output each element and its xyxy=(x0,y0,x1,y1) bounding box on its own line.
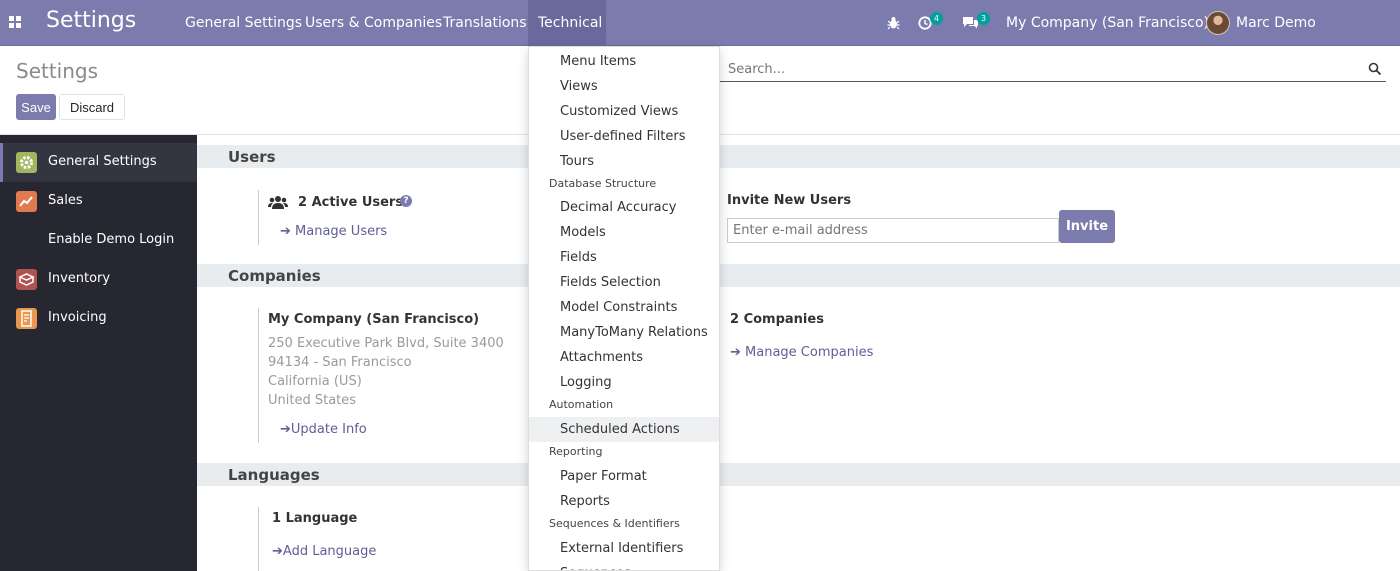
sidebar-item-invoicing[interactable]: Invoicing xyxy=(0,299,197,338)
menu-item-decimal-accuracy[interactable]: Decimal Accuracy xyxy=(560,200,677,215)
technical-dropdown-menu: Menu Items Views Customized Views User-d… xyxy=(528,46,720,571)
menu-general-settings[interactable]: General Settings xyxy=(185,15,303,31)
menu-header-sequences-identifiers: Sequences & Identifiers xyxy=(549,517,680,530)
top-navbar: Settings General Settings Users & Compan… xyxy=(0,0,1400,77)
box-icon xyxy=(16,269,37,290)
section-title: Users xyxy=(228,148,276,166)
activity-clock-icon[interactable] xyxy=(918,16,932,30)
menu-item-models[interactable]: Models xyxy=(560,225,606,240)
update-info-link[interactable]: ➔Update Info xyxy=(280,422,367,437)
menu-item-user-defined-filters[interactable]: User-defined Filters xyxy=(560,129,686,144)
invite-email-input[interactable] xyxy=(727,218,1059,243)
address-line: 94134 - San Francisco xyxy=(268,355,412,370)
menu-item-views[interactable]: Views xyxy=(560,79,598,94)
invite-users-title: Invite New Users xyxy=(727,193,852,208)
sidebar-item-inventory[interactable]: Inventory xyxy=(0,260,197,299)
companies-count: 2 Companies xyxy=(730,312,824,327)
section-title: Languages xyxy=(228,466,320,484)
add-language-link[interactable]: ➔Add Language xyxy=(272,544,377,559)
chart-icon xyxy=(16,191,37,212)
menu-header-database-structure: Database Structure xyxy=(549,177,657,190)
invoice-icon xyxy=(16,308,37,329)
menu-header-automation: Automation xyxy=(549,398,614,411)
menu-item-fields[interactable]: Fields xyxy=(560,250,597,265)
address-line: California (US) xyxy=(268,374,362,389)
menu-item-many2many-relations[interactable]: ManyToMany Relations xyxy=(560,325,708,340)
company-name: My Company (San Francisco) xyxy=(268,312,480,327)
menu-item-model-constraints[interactable]: Model Constraints xyxy=(560,300,678,315)
menu-technical[interactable]: Technical xyxy=(528,0,606,46)
section-companies-header: Companies xyxy=(197,264,1400,287)
search-bar xyxy=(692,58,1386,82)
help-icon[interactable]: ? xyxy=(400,195,412,207)
user-avatar[interactable] xyxy=(1206,11,1230,35)
active-users-count: 2 Active Users xyxy=(298,195,404,210)
settings-sidebar: General Settings Sales Enable Demo Login… xyxy=(0,135,197,571)
bug-icon[interactable] xyxy=(887,16,900,30)
menu-users-companies[interactable]: Users & Companies xyxy=(305,15,443,31)
manage-users-link[interactable]: ➔ Manage Users xyxy=(280,224,388,239)
link-label: Update Info xyxy=(290,422,367,437)
user-menu[interactable]: Marc Demo (shopify_14) xyxy=(1236,15,1323,77)
apps-menu-icon[interactable] xyxy=(9,16,22,29)
sidebar-item-label: General Settings xyxy=(48,154,157,169)
gear-icon xyxy=(16,152,37,173)
menu-item-paper-format[interactable]: Paper Format xyxy=(560,469,647,484)
sidebar-item-label: Inventory xyxy=(48,271,111,286)
menu-item-customized-views[interactable]: Customized Views xyxy=(560,104,679,119)
menu-item-fields-selection[interactable]: Fields Selection xyxy=(560,275,661,290)
setting-divider xyxy=(258,190,259,245)
company-switcher[interactable]: My Company (San Francisco) xyxy=(1006,15,1209,31)
link-label: Add Language xyxy=(282,544,377,559)
sidebar-item-enable-demo-login[interactable]: Enable Demo Login xyxy=(0,221,197,260)
menu-item-external-identifiers[interactable]: External Identifiers xyxy=(560,541,684,556)
address-line: 250 Executive Park Blvd, Suite 3400 xyxy=(268,336,504,351)
section-languages-header: Languages xyxy=(197,463,1400,486)
search-input[interactable] xyxy=(692,58,1352,80)
discard-button[interactable]: Discard xyxy=(59,94,125,120)
link-label: Manage Companies xyxy=(745,345,874,360)
sidebar-item-general-settings[interactable]: General Settings xyxy=(0,143,197,182)
messages-badge: 3 xyxy=(977,12,990,25)
address-line: United States xyxy=(268,393,357,408)
sidebar-item-label: Sales xyxy=(48,193,83,208)
menu-item-logging[interactable]: Logging xyxy=(560,375,612,390)
section-title: Companies xyxy=(228,267,321,285)
menu-item-tours[interactable]: Tours xyxy=(560,154,595,169)
invite-button[interactable]: Invite xyxy=(1059,210,1115,243)
menu-item-sequences[interactable]: Sequences xyxy=(529,561,719,570)
link-label: Manage Users xyxy=(295,224,388,239)
search-icon[interactable] xyxy=(1368,62,1382,76)
activities-badge: 4 xyxy=(930,12,943,25)
sidebar-item-label: Invoicing xyxy=(48,310,107,325)
languages-count: 1 Language xyxy=(272,511,358,526)
users-icon xyxy=(268,196,288,209)
setting-divider xyxy=(258,507,259,571)
app-brand[interactable]: Settings xyxy=(46,8,137,33)
menu-header-reporting: Reporting xyxy=(549,445,603,458)
menu-translations[interactable]: Translations xyxy=(443,15,527,31)
page-title: Settings xyxy=(16,59,99,83)
messages-icon[interactable] xyxy=(962,16,979,30)
menu-item-reports[interactable]: Reports xyxy=(560,494,610,509)
manage-companies-link[interactable]: ➔ Manage Companies xyxy=(730,345,874,360)
sidebar-item-label: Enable Demo Login xyxy=(48,232,175,247)
save-button[interactable]: Save xyxy=(16,94,56,120)
section-users-header: Users xyxy=(197,145,1400,168)
sidebar-item-sales[interactable]: Sales xyxy=(0,182,197,221)
menu-item-menu-items[interactable]: Menu Items xyxy=(560,54,637,69)
setting-divider xyxy=(258,308,259,443)
menu-item-attachments[interactable]: Attachments xyxy=(560,350,643,365)
menu-item-scheduled-actions[interactable]: Scheduled Actions xyxy=(529,417,719,442)
